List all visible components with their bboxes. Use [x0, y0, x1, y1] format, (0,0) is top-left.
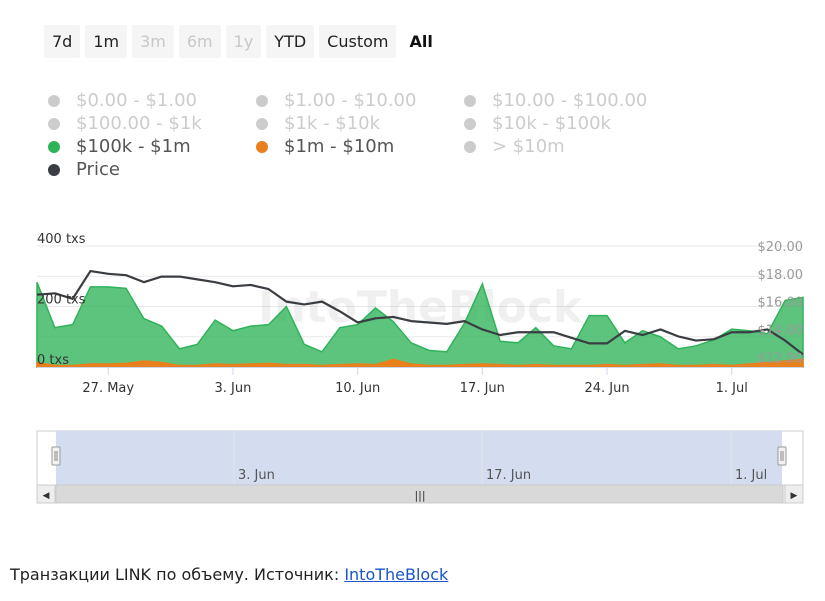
x-axis-tick-label: 27. May [82, 381, 134, 396]
legend-dot-icon [464, 118, 476, 130]
scrollbar-thumb[interactable] [55, 484, 784, 504]
legend-dot-icon [256, 118, 268, 130]
legend-label: $10k - $100k [492, 113, 611, 134]
x-axis-tick-label: 17. Jun [460, 381, 505, 396]
x-axis-tick-label: 1. Jul [716, 381, 748, 396]
legend-item-1-10[interactable]: $1.00 - $10.00 [252, 90, 416, 112]
left-axis-tick-label: 0 txs [37, 353, 69, 368]
navigator-left-handle[interactable] [51, 446, 61, 466]
navigator-selected-range [56, 431, 782, 485]
right-axis-tick-label: $20.00 [758, 240, 804, 255]
legend-label: > $10m [492, 136, 565, 157]
scroll-left-button[interactable] [36, 484, 56, 504]
range-button-6m[interactable]: 6m [178, 25, 221, 58]
scroll-right-button[interactable] [784, 484, 804, 504]
range-button-all[interactable]: All [409, 32, 433, 51]
chart-navigator[interactable]: 3. Jun 17. Jun 1. Jul ||| ◀ ▶ [0, 428, 825, 508]
right-axis-tick-label: $18.00 [758, 268, 804, 283]
right-axis-tick-label: $14.00 [758, 323, 804, 338]
legend-item-1m-10m[interactable]: $1m - $10m [252, 136, 394, 158]
navigator-right-handle[interactable] [777, 446, 787, 466]
scroll-left-arrow-icon: ◀ [43, 491, 50, 501]
right-axis-tick-label: $16.00 [758, 296, 804, 311]
source-link[interactable]: IntoTheBlock [344, 565, 449, 584]
area-series-0 [36, 281, 804, 368]
legend-label: $1k - $10k [284, 113, 381, 134]
range-button-7d[interactable]: 7d [44, 25, 81, 58]
legend-label: $100.00 - $1k [76, 113, 202, 134]
navigator-label: 1. Jul [735, 468, 767, 483]
x-axis-tick-label: 3. Jun [215, 381, 252, 396]
legend-dot-icon [256, 141, 268, 153]
legend-item-100k-1m[interactable]: $100k - $1m [44, 136, 191, 158]
chart-caption: Транзакции LINK по объему. Источник: Int… [10, 565, 448, 584]
transactions-chart: IntoTheBlock 400 txs 200 txs 0 txs $12.00 $14… [36, 232, 804, 396]
legend-dot-icon [48, 95, 60, 107]
legend-label: $100k - $1m [76, 136, 191, 157]
legend-item-price[interactable]: Price [44, 159, 120, 181]
x-axis-tick-label: 10. Jun [335, 381, 380, 396]
scrollbar-grip-icon: ||| [414, 489, 425, 502]
range-button-ytd[interactable]: YTD [266, 25, 315, 58]
left-axis-tick-label: 200 txs [37, 293, 86, 308]
navigator-label: 3. Jun [238, 468, 275, 483]
legend-dot-icon [256, 95, 268, 107]
legend-item-1k-10k[interactable]: $1k - $10k [252, 113, 380, 135]
legend-item-100-1k[interactable]: $100.00 - $1k [44, 113, 202, 135]
range-button-1y[interactable]: 1y [225, 25, 262, 58]
right-axis-tick-label: $12.00 [758, 351, 804, 366]
legend-dot-icon [48, 164, 60, 176]
legend-item-10k-100k[interactable]: $10k - $100k [460, 113, 611, 135]
legend-label: Price [76, 159, 120, 180]
legend-dot-icon [464, 95, 476, 107]
legend-dot-icon [48, 141, 60, 153]
legend-dot-icon [464, 141, 476, 153]
legend-item-10-100[interactable]: $10.00 - $100.00 [460, 90, 647, 112]
range-button-3m[interactable]: 3m [132, 25, 174, 58]
price-line [36, 269, 804, 356]
caption-text: Транзакции LINK по объему. Источник: [10, 565, 345, 584]
watermark-text: IntoTheBlock [258, 282, 584, 333]
left-axis-tick-label: 400 txs [37, 232, 86, 247]
range-button-1m[interactable]: 1m [85, 25, 128, 58]
x-axis-tick-label: 24. Jun [584, 381, 629, 396]
legend-item-over-10m[interactable]: > $10m [460, 136, 565, 158]
range-selector: 7d 1m 3m 6m 1y YTD Custom All [44, 25, 441, 58]
legend-label: $1m - $10m [284, 136, 395, 157]
navigator-label: 17. Jun [486, 468, 531, 483]
legend-label: $0.00 - $1.00 [76, 90, 197, 111]
area-series-1 [36, 358, 804, 368]
legend-label: $1.00 - $10.00 [284, 90, 417, 111]
legend-item-0-1[interactable]: $0.00 - $1.00 [44, 90, 197, 112]
range-button-custom[interactable]: Custom [319, 25, 397, 58]
scroll-right-arrow-icon: ▶ [791, 491, 798, 501]
legend-dot-icon [48, 118, 60, 130]
legend-label: $10.00 - $100.00 [492, 90, 648, 111]
